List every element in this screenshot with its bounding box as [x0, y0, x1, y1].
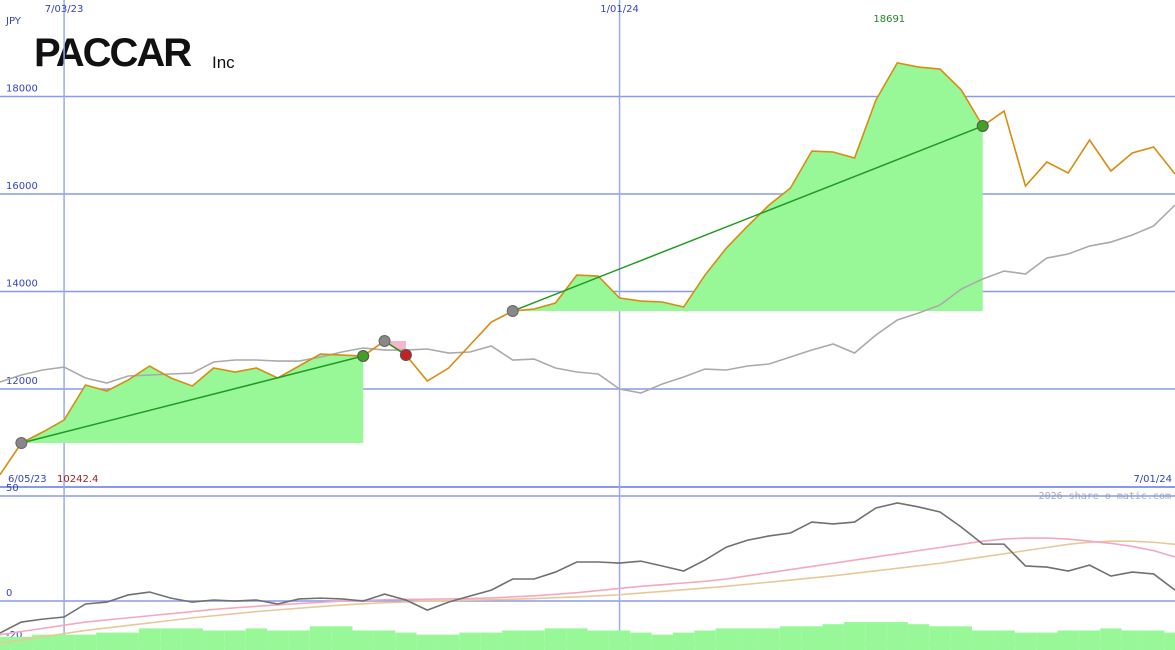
entry-marker	[378, 334, 391, 347]
series-line	[0, 502, 1175, 634]
bar	[138, 628, 161, 650]
y-axis-label: JPY	[5, 16, 22, 27]
bar	[373, 630, 396, 650]
x-range-end: 7/01/24	[1133, 474, 1172, 485]
bar	[1057, 630, 1079, 650]
entry-marker	[15, 437, 28, 450]
bar	[865, 622, 887, 650]
entry-marker	[506, 305, 519, 318]
bar	[566, 628, 588, 650]
logo-suffix: Inc	[212, 53, 235, 72]
bar	[459, 632, 481, 650]
trade-fill	[512, 62, 983, 312]
bar	[160, 628, 182, 650]
bar	[950, 626, 973, 650]
bar	[32, 634, 54, 650]
bar	[523, 630, 545, 650]
bar	[0, 636, 11, 650]
bar	[96, 632, 118, 650]
exit-marker	[976, 120, 989, 133]
x-tick-label: 7/03/23	[45, 4, 84, 15]
bar	[972, 630, 994, 650]
y-tick-label: 12000	[6, 376, 38, 387]
logo: PACCAR	[34, 31, 192, 75]
bar	[416, 634, 438, 650]
bar	[822, 624, 844, 650]
exit-marker	[357, 350, 370, 363]
series-line	[0, 204, 1175, 394]
bar	[288, 630, 310, 650]
bar	[608, 630, 631, 650]
x-tick-label: 1/01/24	[600, 4, 639, 15]
bar	[1078, 630, 1101, 650]
bar	[352, 630, 374, 650]
series-line	[0, 540, 1175, 644]
bar	[224, 630, 246, 650]
bar	[672, 632, 695, 650]
bar	[267, 630, 289, 650]
trade-line	[21, 355, 364, 444]
bar	[715, 628, 738, 650]
x-range-start: 6/05/23	[8, 474, 47, 485]
bar	[502, 630, 524, 650]
bar	[651, 634, 673, 650]
bar	[630, 632, 652, 650]
bar	[694, 630, 716, 650]
y-tick-label: -20	[6, 630, 22, 641]
bar	[1036, 632, 1058, 650]
bar	[1014, 632, 1037, 650]
bar	[801, 626, 823, 650]
bar	[74, 634, 97, 650]
bar	[117, 632, 139, 650]
bar	[331, 626, 353, 650]
bar	[1100, 628, 1122, 650]
bar	[480, 632, 503, 650]
bar	[758, 628, 780, 650]
bar	[587, 630, 609, 650]
bar	[779, 626, 802, 650]
bar	[53, 634, 75, 650]
trade-line	[512, 125, 984, 312]
bar	[309, 626, 332, 650]
y-tick-label: 50	[6, 483, 19, 494]
bar	[544, 628, 567, 650]
bar	[907, 624, 930, 650]
y-tick-label: 0	[6, 588, 12, 599]
bar	[1121, 630, 1143, 650]
bar	[202, 630, 225, 650]
bar	[245, 628, 268, 650]
bar	[1142, 630, 1165, 650]
exit-marker	[399, 349, 412, 362]
max-label: 18691	[873, 14, 905, 25]
bar	[737, 628, 759, 650]
bar	[843, 622, 866, 650]
min-label: 10242.4	[57, 474, 98, 485]
series-line	[0, 61, 1175, 476]
bar	[395, 632, 417, 650]
y-tick-label: 18000	[6, 84, 38, 95]
bar	[437, 634, 460, 650]
bar	[929, 626, 951, 650]
y-tick-label: 16000	[6, 181, 38, 192]
bar	[993, 630, 1015, 650]
y-tick-label: 14000	[6, 279, 38, 290]
bar	[886, 622, 908, 650]
bar	[181, 628, 203, 650]
bar	[1164, 632, 1175, 650]
